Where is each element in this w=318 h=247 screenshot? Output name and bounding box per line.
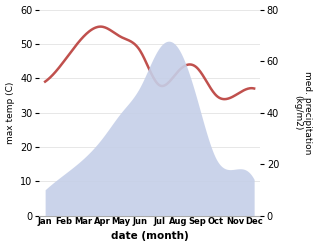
Y-axis label: max temp (C): max temp (C) (5, 81, 15, 144)
Y-axis label: med. precipitation
(kg/m2): med. precipitation (kg/m2) (293, 71, 313, 154)
X-axis label: date (month): date (month) (111, 231, 189, 242)
